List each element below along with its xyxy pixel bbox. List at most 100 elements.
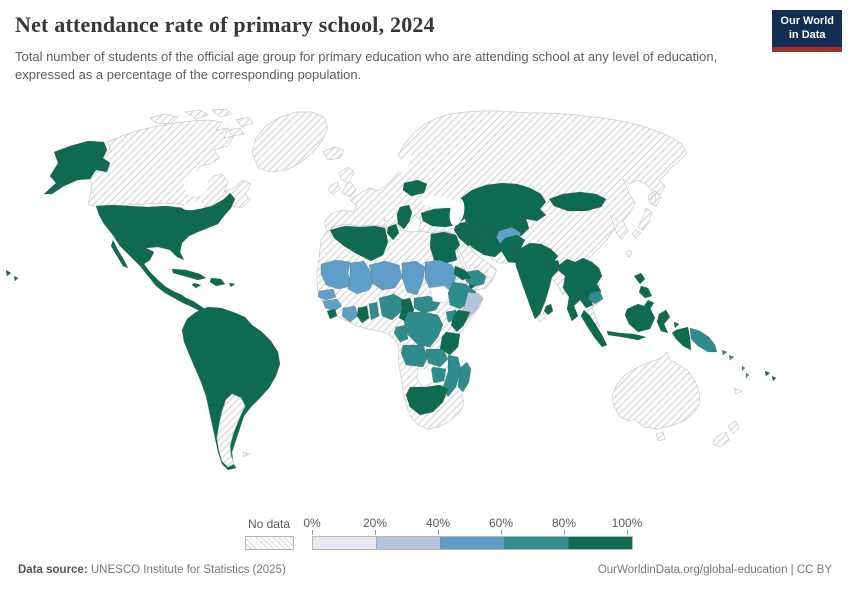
legend-bin-0-20[interactable]	[313, 537, 376, 549]
country-sakhalin[interactable]	[650, 190, 657, 207]
country-mozambique[interactable]	[442, 354, 462, 398]
ocean-overlays	[182, 153, 465, 226]
country-senegal[interactable]	[317, 288, 337, 301]
country-new-zealand[interactable]	[712, 420, 740, 448]
country-vanuatu[interactable]	[741, 365, 750, 379]
owid-logo-red-bar	[772, 46, 842, 52]
black-sea	[422, 196, 452, 208]
country-south-america[interactable]	[181, 306, 281, 471]
country-mauritania[interactable]	[320, 259, 354, 290]
country-hispaniola[interactable]	[209, 277, 226, 287]
country-india[interactable]	[514, 242, 560, 320]
country-sierra-leone[interactable]	[326, 308, 338, 320]
country-taiwan[interactable]	[625, 249, 633, 258]
country-algeria[interactable]	[329, 225, 389, 262]
owid-logo[interactable]: Our World in Data	[772, 10, 842, 52]
legend-bin-40-60[interactable]	[440, 537, 504, 549]
legend-tick-mark	[438, 530, 439, 535]
page-title: Net attendance rate of primary school, 2…	[15, 12, 435, 37]
country-mongolia[interactable]	[548, 191, 607, 212]
legend-bin-20-40[interactable]	[376, 537, 440, 549]
country-iceland[interactable]	[322, 146, 345, 161]
country-ireland[interactable]	[327, 181, 341, 195]
country-south-africa[interactable]	[405, 384, 449, 416]
legend-tick-label: 20%	[362, 516, 388, 530]
legend-tick-mark	[375, 530, 376, 535]
country-tanzania[interactable]	[439, 331, 461, 356]
country-south-sudan[interactable]	[429, 285, 453, 304]
country-cote-divoire[interactable]	[341, 305, 359, 323]
country-japan[interactable]	[631, 190, 662, 239]
country-sumatra[interactable]	[580, 309, 608, 348]
country-philippines[interactable]	[633, 272, 655, 310]
country-java[interactable]	[606, 330, 647, 341]
legend-tick-label: 100%	[611, 516, 643, 530]
country-united-states-mainland[interactable]	[95, 192, 236, 261]
footer-link[interactable]: OurWorldinData.org/global-education | CC…	[597, 564, 832, 576]
country-mali[interactable]	[347, 260, 376, 295]
country-egypt[interactable]	[429, 231, 461, 264]
footer-source-label: Data source:	[18, 564, 88, 576]
country-hawaii[interactable]	[5, 269, 19, 282]
country-ghana[interactable]	[356, 305, 370, 324]
country-cuba[interactable]	[171, 268, 207, 281]
legend-tick-mark	[312, 530, 313, 535]
owid-logo-text: Our World in Data	[772, 10, 842, 47]
country-cambodia[interactable]	[587, 290, 604, 305]
legend-tick-mark	[564, 530, 565, 535]
country-zambia[interactable]	[425, 348, 449, 368]
country-united-kingdom[interactable]	[338, 166, 357, 198]
country-alaska[interactable]	[43, 140, 111, 195]
country-iraq[interactable]	[453, 221, 477, 247]
country-togo-benin[interactable]	[368, 301, 380, 321]
country-west-new-guinea[interactable]	[671, 326, 692, 351]
country-greenland[interactable]	[251, 111, 329, 173]
country-mexico-central-america[interactable]	[110, 233, 210, 316]
country-eritrea[interactable]	[453, 265, 472, 281]
country-yemen[interactable]	[465, 269, 487, 288]
hudson-bay	[184, 171, 208, 197]
country-oman[interactable]	[485, 265, 497, 280]
country-madagascar[interactable]	[457, 361, 472, 393]
country-australia[interactable]	[611, 351, 701, 430]
country-jamaica[interactable]	[191, 282, 202, 289]
country-gabon-congo[interactable]	[393, 324, 409, 343]
country-chad[interactable]	[401, 260, 426, 296]
footer-source-text[interactable]: UNESCO Institute for Statistics (2025)	[87, 564, 286, 576]
legend-bin-60-80[interactable]	[504, 537, 568, 549]
legend-no-data-swatch[interactable]	[245, 536, 294, 550]
country-borneo[interactable]	[624, 303, 656, 333]
legend-tick-label: 40%	[425, 516, 451, 530]
country-papua-new-guinea[interactable]	[689, 327, 718, 353]
country-sulawesi[interactable]	[656, 309, 671, 334]
country-falkland-islands[interactable]	[242, 451, 250, 458]
country-bangladesh[interactable]	[548, 259, 561, 273]
country-tasmania[interactable]	[655, 431, 666, 442]
legend-bin-80-100[interactable]	[568, 537, 632, 549]
legend-color-bar[interactable]	[312, 536, 633, 550]
country-solomon-islands[interactable]	[721, 349, 735, 361]
country-puerto-rico[interactable]	[228, 282, 236, 288]
country-arctic-islands[interactable]	[149, 108, 254, 137]
legend-tick-label: 0%	[303, 516, 321, 530]
country-botswana[interactable]	[416, 368, 434, 388]
country-argentina-overlay[interactable]	[216, 393, 246, 468]
country-new-caledonia[interactable]	[733, 387, 743, 395]
baltic-sea	[398, 153, 412, 173]
legend-tick-mark	[501, 530, 502, 535]
country-sri-lanka[interactable]	[543, 303, 554, 316]
legend-tick-label: 80%	[551, 516, 577, 530]
chart-subtitle: Total number of students of the official…	[15, 49, 718, 83]
country-guinea[interactable]	[322, 298, 343, 312]
country-southeast-asia-mainland[interactable]	[558, 257, 603, 322]
country-serbia-balkans[interactable]	[396, 204, 413, 230]
country-tunisia[interactable]	[386, 223, 400, 241]
country-kenya[interactable]	[450, 309, 471, 333]
legend-tick-label: 60%	[488, 516, 514, 530]
country-belarus[interactable]	[402, 179, 428, 197]
country-niger[interactable]	[368, 260, 403, 291]
country-fiji[interactable]	[764, 370, 777, 382]
country-angola[interactable]	[400, 344, 429, 368]
